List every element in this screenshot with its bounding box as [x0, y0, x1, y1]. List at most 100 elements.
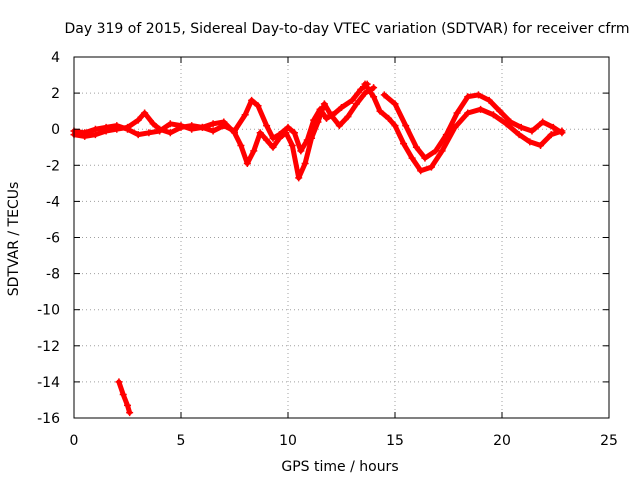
data-point: [290, 129, 298, 137]
data-point: [517, 123, 525, 131]
x-tick-label: 15: [386, 433, 404, 449]
data-point: [166, 129, 174, 137]
data-point: [134, 116, 142, 124]
data-point: [502, 120, 510, 128]
x-axis-label: GPS time / hours: [281, 459, 398, 475]
data-series-layer: [70, 80, 566, 417]
data-point: [380, 91, 388, 99]
data-point: [124, 401, 131, 409]
data-point: [558, 129, 566, 137]
data-point: [231, 127, 238, 135]
data-point: [81, 129, 89, 137]
data-point: [438, 147, 446, 155]
data-point: [464, 109, 472, 117]
data-point: [297, 147, 305, 155]
data-point: [515, 131, 523, 139]
data-point: [263, 136, 271, 144]
series-line: [362, 81, 565, 174]
data-point: [323, 114, 331, 122]
data-point: [119, 391, 127, 399]
data-point: [453, 109, 461, 117]
data-point: [361, 80, 369, 88]
data-point: [220, 122, 228, 130]
data-point: [496, 107, 504, 115]
data-point: [408, 154, 416, 162]
data-point: [113, 122, 121, 130]
data-point: [344, 113, 352, 121]
y-tick-label: -12: [37, 339, 60, 355]
y-tick-label: -6: [46, 231, 60, 247]
y-tick-label: -14: [37, 375, 60, 391]
series-line: [71, 85, 377, 181]
data-point: [269, 134, 277, 142]
data-point: [250, 147, 258, 155]
data-point: [361, 89, 369, 97]
data-point: [134, 131, 142, 139]
y-tick-label: -16: [37, 411, 60, 427]
x-tick-label: 20: [493, 433, 511, 449]
data-point: [537, 141, 545, 149]
data-point: [400, 140, 408, 148]
data-point: [126, 409, 134, 417]
y-tick-label: 2: [51, 86, 60, 102]
y-tick-label: 0: [51, 122, 60, 138]
data-point: [209, 127, 217, 135]
x-tick-label: 0: [70, 433, 79, 449]
data-point: [295, 174, 303, 182]
data-point: [254, 102, 262, 110]
data-point: [209, 120, 217, 128]
data-point: [528, 127, 536, 135]
data-point: [507, 118, 515, 126]
grid-lines: [74, 57, 609, 418]
data-point: [352, 100, 360, 108]
data-point: [177, 122, 185, 130]
data-point: [141, 109, 149, 117]
data-point: [248, 96, 256, 104]
data-point: [412, 143, 420, 151]
data-point: [357, 85, 365, 93]
x-tick-label: 5: [177, 433, 186, 449]
data-point: [335, 122, 343, 130]
y-tick-label: -2: [46, 158, 60, 174]
data-point: [316, 105, 324, 113]
data-point: [243, 159, 251, 167]
data-point: [417, 167, 425, 175]
data-point: [348, 96, 356, 104]
data-point: [269, 143, 277, 151]
data-point: [149, 120, 157, 128]
y-tick-label: -4: [46, 194, 60, 210]
data-point: [288, 141, 296, 149]
data-point: [320, 100, 328, 108]
data-point: [91, 125, 99, 133]
data-point: [156, 127, 164, 135]
data-point: [547, 131, 555, 139]
series-line: [381, 92, 565, 161]
data-point: [338, 104, 345, 112]
data-point: [102, 123, 110, 131]
series-track-e: [115, 378, 134, 417]
chart-title: Day 319 of 2015, Sidereal Day-to-day VTE…: [65, 21, 630, 37]
data-point: [385, 114, 393, 122]
data-point: [303, 136, 311, 144]
data-point: [402, 122, 410, 130]
data-point: [124, 125, 131, 133]
data-point: [145, 129, 153, 137]
data-point: [284, 123, 292, 131]
data-point: [198, 123, 206, 131]
data-point: [370, 84, 378, 92]
data-point: [432, 147, 440, 155]
data-point: [275, 131, 283, 139]
series-track-c: [361, 80, 566, 175]
data-point: [188, 125, 196, 133]
data-point: [237, 141, 245, 149]
data-point: [391, 122, 399, 130]
axis-ticks: [73, 56, 610, 419]
y-tick-label: 4: [51, 50, 60, 66]
data-point: [301, 159, 309, 167]
data-point: [427, 163, 435, 171]
data-point: [464, 93, 472, 101]
x-tick-label: 10: [279, 433, 297, 449]
data-point: [539, 118, 547, 126]
